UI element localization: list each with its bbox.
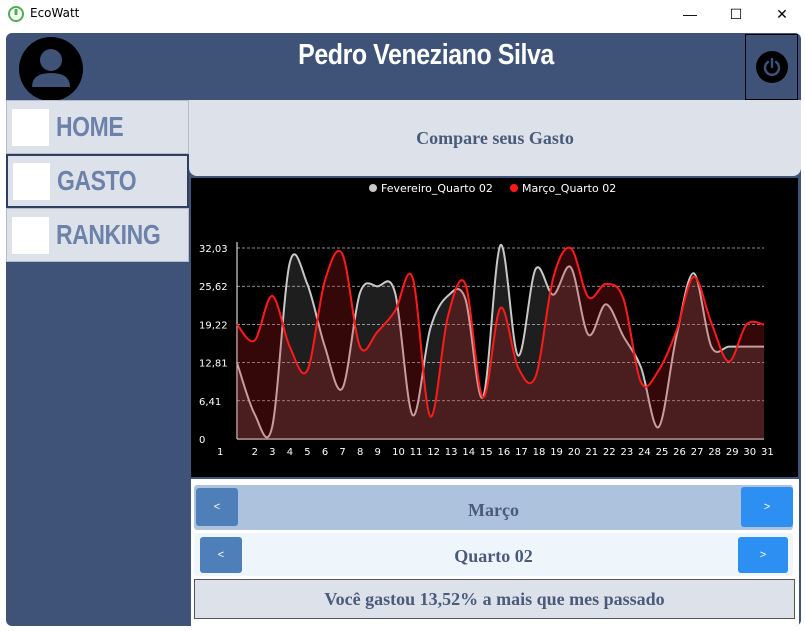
maximize-button[interactable]: ☐ bbox=[729, 5, 743, 22]
sidebar-item-label: HOME bbox=[56, 111, 124, 142]
bottom-controls: < Março > < Quarto 02 > Você gastou 13,5… bbox=[191, 479, 799, 626]
x-tick-label: 17 bbox=[515, 447, 528, 458]
x-tick-label: 16 bbox=[498, 447, 511, 458]
legend-marker bbox=[510, 184, 518, 192]
sidebar-item-label: GASTO bbox=[57, 165, 137, 196]
series-line bbox=[236, 246, 765, 418]
x-tick-label: 4 bbox=[287, 447, 293, 458]
x-tick-label: 13 bbox=[445, 447, 458, 458]
x-tick-label: 25 bbox=[656, 447, 669, 458]
sidebar-item-ranking[interactable]: RANKING bbox=[6, 208, 189, 262]
y-tick-label: 0 bbox=[199, 435, 205, 446]
series-area bbox=[237, 247, 764, 439]
x-tick-label: 9 bbox=[375, 447, 381, 458]
x-tick-label: 31 bbox=[761, 447, 774, 458]
y-tick-label: 19,22 bbox=[199, 320, 228, 331]
y-tick-label: 12,81 bbox=[199, 359, 228, 370]
x-tick-label: 28 bbox=[708, 447, 721, 458]
quarter-selector: < Quarto 02 > bbox=[194, 533, 793, 576]
x-tick-label: 5 bbox=[304, 447, 310, 458]
x-tick-label: 14 bbox=[462, 447, 475, 458]
x-tick-label: 3 bbox=[269, 447, 275, 458]
x-tick-label: 2 bbox=[252, 447, 258, 458]
x-tick-label: 20 bbox=[568, 447, 581, 458]
x-tick-label: 30 bbox=[743, 447, 756, 458]
x-tick-label: 29 bbox=[726, 447, 739, 458]
y-tick-label: 6,41 bbox=[199, 397, 221, 408]
next-month-button[interactable]: > bbox=[741, 487, 793, 527]
legend-label: Março_Quarto 02 bbox=[522, 182, 616, 195]
app-logo-icon bbox=[8, 6, 24, 22]
sidebar: HOME GASTO RANKING bbox=[6, 100, 189, 262]
x-tick-label: 15 bbox=[480, 447, 493, 458]
x-tick-label: 21 bbox=[585, 447, 598, 458]
x-tick-label: 24 bbox=[638, 447, 651, 458]
series-line bbox=[236, 244, 764, 439]
y-tick-label: 25,62 bbox=[199, 282, 228, 293]
result-text: Você gastou 13,52% a mais que mes passad… bbox=[324, 588, 665, 609]
title-bar: EcoWatt — ☐ ✕ bbox=[0, 0, 805, 28]
ranking-icon bbox=[12, 216, 49, 254]
prev-month-button[interactable]: < bbox=[196, 488, 238, 526]
x-tick-label: 1 bbox=[217, 447, 223, 458]
close-button[interactable]: ✕ bbox=[776, 5, 788, 22]
month-label: Março bbox=[468, 500, 519, 520]
sidebar-item-home[interactable]: HOME bbox=[6, 100, 189, 154]
minimize-button[interactable]: — bbox=[683, 6, 697, 22]
x-tick-label: 23 bbox=[620, 447, 633, 458]
x-tick-label: 8 bbox=[357, 447, 363, 458]
compare-title: Compare seus Gasto bbox=[416, 127, 574, 148]
consumption-chart: 0 6,41 12,81 19,22 25,62 32,03 1 2 3 4 5 6 7 8 9 10 11 12… bbox=[191, 178, 798, 477]
app-frame: Pedro Veneziano Silva HOME GASTO RANKING… bbox=[6, 33, 801, 626]
x-tick-label: 11 bbox=[410, 447, 423, 458]
y-tick-label: 32,03 bbox=[199, 244, 228, 255]
user-name: Pedro Veneziano Silva bbox=[298, 39, 554, 71]
power-button[interactable] bbox=[745, 34, 798, 100]
x-tick-label: 6 bbox=[322, 447, 328, 458]
x-tick-label: 10 bbox=[392, 447, 405, 458]
power-icon bbox=[755, 51, 788, 83]
user-avatar-icon[interactable] bbox=[19, 37, 83, 101]
sidebar-item-label: RANKING bbox=[56, 219, 161, 250]
quarter-label: Quarto 02 bbox=[454, 546, 533, 566]
next-quarter-button[interactable]: > bbox=[738, 537, 788, 573]
series-area bbox=[237, 244, 764, 439]
x-tick-label: 7 bbox=[339, 447, 345, 458]
prev-quarter-button[interactable]: < bbox=[200, 537, 242, 573]
x-tick-label: 18 bbox=[533, 447, 546, 458]
sidebar-item-gasto[interactable]: GASTO bbox=[6, 154, 189, 208]
compare-panel: Compare seus Gasto bbox=[189, 100, 801, 176]
window-title: EcoWatt bbox=[30, 6, 80, 20]
x-tick-label: 12 bbox=[427, 447, 440, 458]
x-tick-label: 19 bbox=[550, 447, 563, 458]
home-icon bbox=[12, 108, 49, 146]
month-selector: < Março > bbox=[194, 485, 793, 530]
x-tick-label: 26 bbox=[673, 447, 686, 458]
legend-label: Fevereiro_Quarto 02 bbox=[381, 182, 493, 195]
legend-marker bbox=[369, 184, 377, 192]
x-tick-label: 27 bbox=[691, 447, 704, 458]
result-box: Você gastou 13,52% a mais que mes passad… bbox=[194, 579, 795, 619]
x-tick-label: 22 bbox=[603, 447, 616, 458]
gasto-icon bbox=[13, 162, 50, 200]
